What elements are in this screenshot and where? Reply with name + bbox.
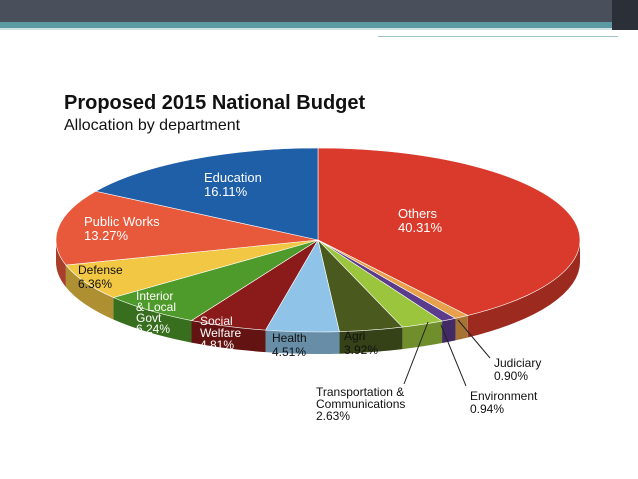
header-accent-stripe — [0, 22, 638, 28]
slice-side-defense — [65, 265, 114, 320]
header-accent-line — [0, 28, 638, 30]
label-environment: Environment 0.94% — [470, 389, 538, 416]
label-others: Others 40.31% — [398, 206, 443, 235]
slice-side-interior-and-local-govt — [113, 297, 192, 343]
slice-side-transportation-and-communications — [402, 321, 443, 350]
label-education: Education 16.11% — [204, 170, 262, 199]
slice-side-judiciary — [455, 315, 468, 341]
label-defense: Defense 6.36% — [78, 263, 123, 291]
label-agri: Agri 3.92% — [344, 329, 378, 357]
leader-transportation-and-communications — [403, 321, 429, 385]
pie-slices — [55, 147, 581, 333]
pie-labels: Others 40.31% Judiciary 0.90% Environment 0.9… — [78, 170, 541, 423]
slice-education — [94, 147, 319, 241]
label-judiciary: Judiciary 0.90% — [494, 356, 541, 383]
pie-sides — [56, 240, 580, 354]
leader-judiciary — [457, 319, 491, 359]
label-transportation-and-communications: Transportation & Communications 2.63% — [316, 385, 405, 423]
label-health: Health 4.51% — [272, 331, 307, 359]
header-corner-block — [612, 0, 638, 30]
label-public-works: Public Works 13.27% — [84, 214, 160, 243]
slice-side-public-works — [56, 240, 66, 288]
slice-side-others — [467, 240, 580, 338]
slice-public-works — [55, 190, 319, 266]
slice-side-health — [265, 330, 340, 354]
slice-others — [317, 147, 581, 316]
slice-side-agri — [339, 327, 403, 354]
label-social-welfare: Social Welfare 4.81% — [200, 314, 241, 352]
header-divider-line — [378, 36, 618, 37]
chart-title: Proposed 2015 National Budget — [64, 92, 366, 114]
leader-lines — [403, 319, 491, 387]
chart-subtitle: Allocation by department — [64, 117, 241, 134]
slide-header-bar — [0, 0, 638, 30]
slice-side-social-welfare — [191, 320, 266, 353]
label-interior-and-local-govt: Interior & Local Govt 6.24% — [136, 289, 176, 336]
leader-environment — [440, 324, 467, 387]
slice-side-environment — [442, 318, 456, 344]
